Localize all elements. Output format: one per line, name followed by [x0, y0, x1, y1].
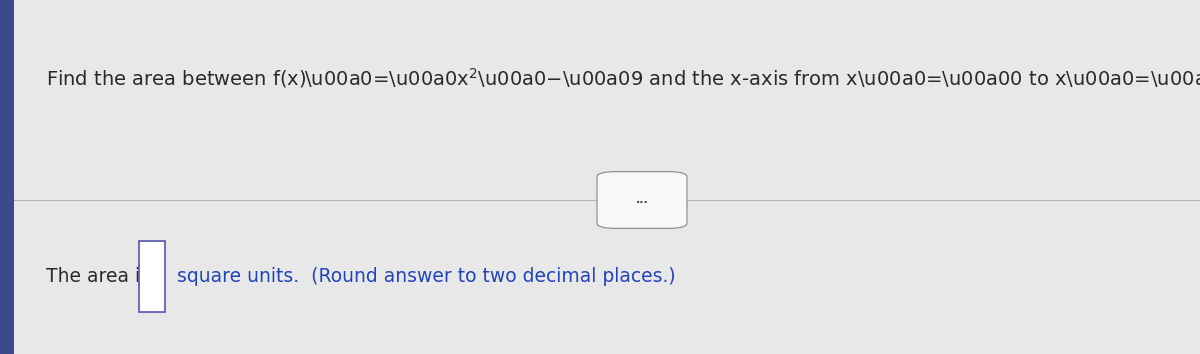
Text: square units.  (Round answer to two decimal places.): square units. (Round answer to two decim… — [172, 267, 676, 286]
Bar — [0, 0, 14, 354]
FancyBboxPatch shape — [598, 172, 686, 228]
Text: Find the area between f(x)\u00a0=\u00a0x$^2$\u00a0$-$\u00a09 and the x-axis from: Find the area between f(x)\u00a0=\u00a0x… — [46, 66, 1200, 90]
Text: The area is: The area is — [46, 267, 150, 286]
FancyBboxPatch shape — [139, 241, 166, 312]
Text: ...: ... — [636, 195, 648, 205]
